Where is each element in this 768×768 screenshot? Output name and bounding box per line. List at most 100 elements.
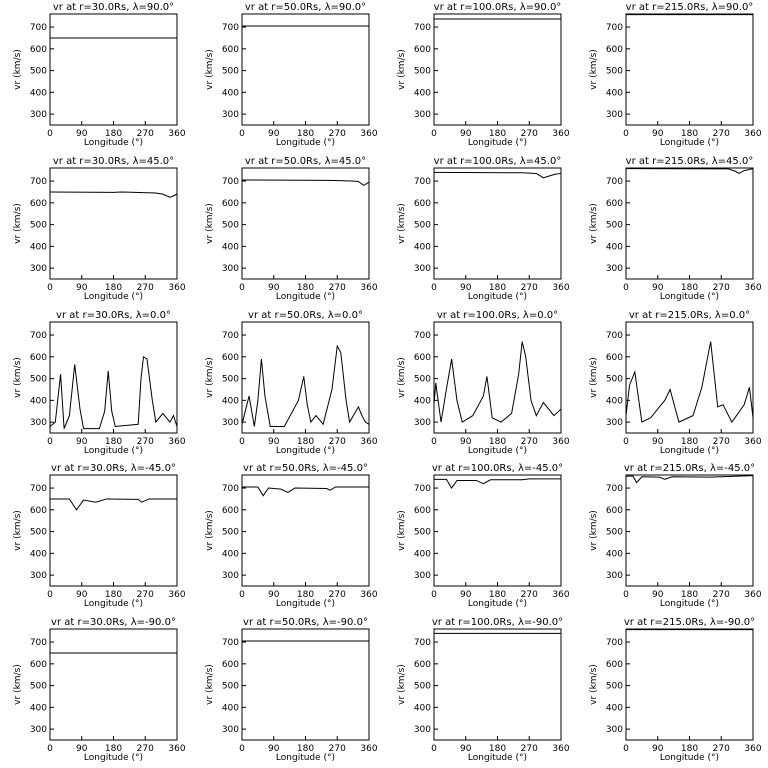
x-tick-label: 270: [137, 283, 154, 293]
x-axis-label: Longitude (°): [84, 292, 143, 302]
y-tick-label: 300: [30, 571, 47, 581]
x-tick-label: 90: [652, 744, 664, 754]
panel-title: vr at r=100.0Rs, λ=45.0°: [434, 156, 562, 167]
x-tick-label: 360: [552, 437, 569, 447]
y-axis-label: vr (km/s): [13, 510, 23, 551]
x-axis-label: Longitude (°): [660, 138, 719, 148]
x-tick-label: 180: [297, 129, 314, 139]
y-tick-label: 400: [414, 88, 431, 98]
x-tick-label: 360: [744, 744, 761, 754]
y-tick-label: 300: [30, 264, 47, 274]
plot-frame: [625, 13, 754, 126]
data-line: [49, 355, 178, 430]
x-tick-label: 360: [744, 590, 761, 600]
x-axis-label: Longitude (°): [660, 599, 719, 609]
y-tick-label: 700: [30, 331, 47, 341]
x-tick-label: 360: [168, 590, 185, 600]
x-tick-label: 0: [623, 744, 629, 754]
y-axis-label: vr (km/s): [13, 664, 23, 705]
y-tick-label: 500: [222, 528, 239, 538]
x-tick-label: 270: [521, 590, 538, 600]
x-tick-label: 90: [268, 744, 280, 754]
y-tick-label: 700: [606, 484, 623, 494]
x-tick-label: 90: [652, 129, 664, 139]
y-axis-label: vr (km/s): [589, 203, 599, 244]
y-tick-label: 500: [414, 682, 431, 692]
x-axis-label: Longitude (°): [468, 138, 527, 148]
x-tick-label: 270: [137, 129, 154, 139]
y-axis-label: vr (km/s): [397, 664, 407, 705]
plot-frame: [625, 474, 754, 587]
x-tick-label: 0: [239, 283, 245, 293]
x-axis-label: Longitude (°): [468, 599, 527, 609]
y-tick-label: 700: [222, 23, 239, 33]
x-tick-label: 90: [460, 437, 472, 447]
x-tick-label: 90: [460, 744, 472, 754]
y-tick-label: 700: [606, 638, 623, 648]
plot-frame: [241, 167, 370, 280]
plot-frame: [433, 474, 562, 587]
panel-title: vr at r=215.0Rs, λ=-90.0°: [624, 617, 755, 628]
y-tick-label: 600: [222, 660, 239, 670]
x-tick-label: 180: [681, 590, 698, 600]
x-axis-label: Longitude (°): [84, 138, 143, 148]
y-tick-label: 500: [606, 67, 623, 77]
x-tick-label: 360: [552, 744, 569, 754]
y-tick-label: 600: [606, 45, 623, 55]
x-tick-label: 180: [681, 437, 698, 447]
x-tick-label: 0: [239, 744, 245, 754]
y-tick-label: 400: [414, 396, 431, 406]
y-tick-label: 600: [222, 45, 239, 55]
y-tick-label: 600: [222, 199, 239, 209]
panel-title: vr at r=50.0Rs, λ=45.0°: [245, 156, 366, 167]
panel-title: vr at r=215.0Rs, λ=45.0°: [626, 156, 754, 167]
y-tick-label: 700: [222, 484, 239, 494]
y-tick-label: 400: [222, 396, 239, 406]
x-tick-label: 90: [268, 129, 280, 139]
x-tick-label: 180: [681, 283, 698, 293]
y-tick-label: 500: [606, 682, 623, 692]
panel-title: vr at r=215.0Rs, λ=90.0°: [626, 2, 754, 13]
x-tick-label: 180: [489, 744, 506, 754]
panel-title: vr at r=30.0Rs, λ=45.0°: [53, 156, 174, 167]
y-tick-label: 600: [606, 353, 623, 363]
x-tick-label: 270: [137, 744, 154, 754]
x-tick-label: 0: [431, 744, 437, 754]
plot-frame: [49, 628, 178, 741]
x-tick-label: 180: [297, 437, 314, 447]
plot-frame: [49, 13, 178, 126]
x-tick-label: 270: [329, 590, 346, 600]
y-tick-label: 700: [30, 177, 47, 187]
panel-title: vr at r=215.0Rs, λ=0.0°: [629, 310, 750, 321]
x-tick-label: 0: [431, 590, 437, 600]
data-line: [625, 168, 754, 175]
x-axis-label: Longitude (°): [468, 753, 527, 763]
y-tick-label: 300: [222, 264, 239, 274]
y-tick-label: 600: [414, 660, 431, 670]
y-tick-label: 400: [606, 549, 623, 559]
y-tick-label: 400: [222, 88, 239, 98]
x-axis-label: Longitude (°): [276, 599, 335, 609]
y-tick-label: 400: [606, 703, 623, 713]
panel-title: vr at r=100.0Rs, λ=0.0°: [437, 310, 558, 321]
y-tick-label: 700: [30, 638, 47, 648]
x-tick-label: 90: [268, 590, 280, 600]
y-tick-label: 700: [606, 177, 623, 187]
y-axis-label: vr (km/s): [205, 49, 215, 90]
y-tick-label: 600: [606, 660, 623, 670]
x-axis-label: Longitude (°): [468, 446, 527, 456]
plot-frame: [49, 474, 178, 587]
x-tick-label: 90: [268, 283, 280, 293]
x-tick-label: 360: [168, 283, 185, 293]
y-tick-label: 500: [30, 221, 47, 231]
y-tick-label: 400: [414, 549, 431, 559]
y-tick-label: 700: [222, 638, 239, 648]
x-tick-label: 0: [47, 129, 53, 139]
y-tick-label: 400: [30, 396, 47, 406]
y-axis-label: vr (km/s): [589, 49, 599, 90]
y-tick-label: 400: [30, 549, 47, 559]
x-tick-label: 180: [681, 744, 698, 754]
x-axis-label: Longitude (°): [276, 446, 335, 456]
x-tick-label: 0: [47, 283, 53, 293]
y-tick-label: 600: [30, 506, 47, 516]
